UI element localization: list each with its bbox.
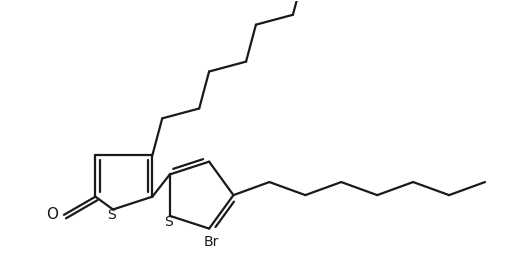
Text: S: S — [107, 208, 116, 222]
Text: O: O — [46, 207, 58, 222]
Text: Br: Br — [203, 235, 219, 249]
Text: S: S — [165, 215, 173, 229]
